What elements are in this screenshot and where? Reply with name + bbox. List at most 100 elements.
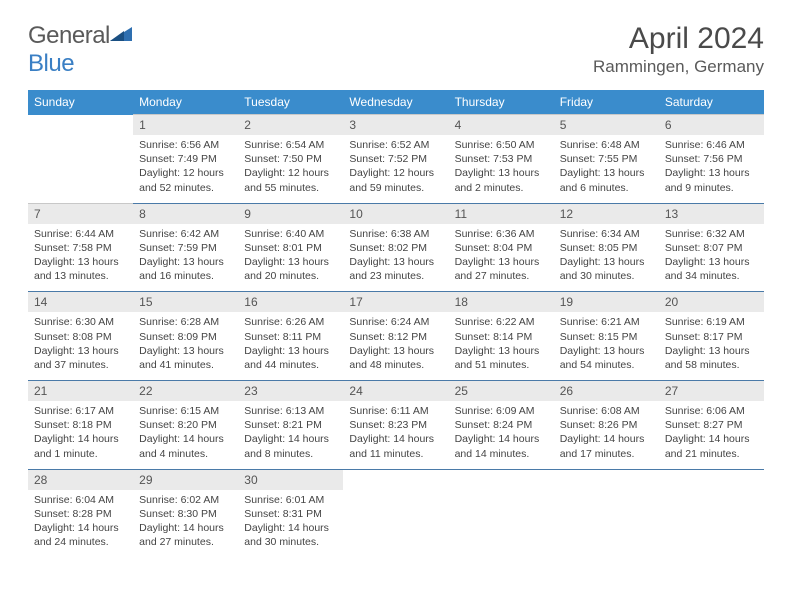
sunrise-line: Sunrise: 6:26 AM xyxy=(244,315,337,329)
calendar-body: 123456Sunrise: 6:56 AMSunset: 7:49 PMDay… xyxy=(28,115,764,558)
day-number-cell: 8 xyxy=(133,203,238,224)
sunset-line: Sunset: 7:50 PM xyxy=(244,152,337,166)
sunset-line: Sunset: 8:20 PM xyxy=(139,418,232,432)
brand-word-1: General xyxy=(28,22,110,49)
day-number-row: 14151617181920 xyxy=(28,292,764,313)
day-details-cell: Sunrise: 6:08 AMSunset: 8:26 PMDaylight:… xyxy=(554,401,659,469)
day-number-row: 21222324252627 xyxy=(28,381,764,402)
day-number-cell: 30 xyxy=(238,469,343,490)
sunrise-line: Sunrise: 6:24 AM xyxy=(349,315,442,329)
daylight-line: Daylight: 13 hours and 51 minutes. xyxy=(455,344,548,372)
sunrise-line: Sunrise: 6:21 AM xyxy=(560,315,653,329)
sunset-line: Sunset: 8:12 PM xyxy=(349,330,442,344)
daylight-line: Daylight: 14 hours and 17 minutes. xyxy=(560,432,653,460)
daylight-line: Daylight: 13 hours and 48 minutes. xyxy=(349,344,442,372)
day-details-cell: Sunrise: 6:44 AMSunset: 7:58 PMDaylight:… xyxy=(28,224,133,292)
day-details-row: Sunrise: 6:04 AMSunset: 8:28 PMDaylight:… xyxy=(28,490,764,558)
daylight-line: Daylight: 12 hours and 52 minutes. xyxy=(139,166,232,194)
daylight-line: Daylight: 12 hours and 59 minutes. xyxy=(349,166,442,194)
day-number-cell: 18 xyxy=(449,292,554,313)
daylight-line: Daylight: 14 hours and 14 minutes. xyxy=(455,432,548,460)
sunrise-line: Sunrise: 6:11 AM xyxy=(349,404,442,418)
day-number-cell: 20 xyxy=(659,292,764,313)
sunrise-line: Sunrise: 6:17 AM xyxy=(34,404,127,418)
sunrise-line: Sunrise: 6:46 AM xyxy=(665,138,758,152)
sunrise-line: Sunrise: 6:02 AM xyxy=(139,493,232,507)
day-details-cell: Sunrise: 6:15 AMSunset: 8:20 PMDaylight:… xyxy=(133,401,238,469)
sunrise-line: Sunrise: 6:54 AM xyxy=(244,138,337,152)
sunset-line: Sunset: 8:27 PM xyxy=(665,418,758,432)
daylight-line: Daylight: 13 hours and 9 minutes. xyxy=(665,166,758,194)
day-number-row: 123456 xyxy=(28,115,764,136)
sunrise-line: Sunrise: 6:04 AM xyxy=(34,493,127,507)
day-header: Thursday xyxy=(449,90,554,115)
daylight-line: Daylight: 13 hours and 20 minutes. xyxy=(244,255,337,283)
day-number-cell: 10 xyxy=(343,203,448,224)
day-number-row: 282930 xyxy=(28,469,764,490)
day-header: Monday xyxy=(133,90,238,115)
day-details-cell: Sunrise: 6:50 AMSunset: 7:53 PMDaylight:… xyxy=(449,135,554,203)
daylight-line: Daylight: 13 hours and 30 minutes. xyxy=(560,255,653,283)
sunset-line: Sunset: 8:14 PM xyxy=(455,330,548,344)
sunrise-line: Sunrise: 6:40 AM xyxy=(244,227,337,241)
day-number-cell xyxy=(554,469,659,490)
day-number-cell xyxy=(449,469,554,490)
sunset-line: Sunset: 8:01 PM xyxy=(244,241,337,255)
day-details-cell: Sunrise: 6:13 AMSunset: 8:21 PMDaylight:… xyxy=(238,401,343,469)
day-number-cell: 17 xyxy=(343,292,448,313)
sunrise-line: Sunrise: 6:56 AM xyxy=(139,138,232,152)
sunset-line: Sunset: 8:07 PM xyxy=(665,241,758,255)
sunrise-line: Sunrise: 6:01 AM xyxy=(244,493,337,507)
sunset-line: Sunset: 8:31 PM xyxy=(244,507,337,521)
sunset-line: Sunset: 8:11 PM xyxy=(244,330,337,344)
day-details-cell: Sunrise: 6:56 AMSunset: 7:49 PMDaylight:… xyxy=(133,135,238,203)
day-header-row: SundayMondayTuesdayWednesdayThursdayFrid… xyxy=(28,90,764,115)
day-details-row: Sunrise: 6:44 AMSunset: 7:58 PMDaylight:… xyxy=(28,224,764,292)
daylight-line: Daylight: 13 hours and 54 minutes. xyxy=(560,344,653,372)
day-details-cell: Sunrise: 6:11 AMSunset: 8:23 PMDaylight:… xyxy=(343,401,448,469)
day-details-cell: Sunrise: 6:34 AMSunset: 8:05 PMDaylight:… xyxy=(554,224,659,292)
sunrise-line: Sunrise: 6:15 AM xyxy=(139,404,232,418)
daylight-line: Daylight: 13 hours and 41 minutes. xyxy=(139,344,232,372)
day-number-cell xyxy=(28,115,133,136)
day-details-row: Sunrise: 6:56 AMSunset: 7:49 PMDaylight:… xyxy=(28,135,764,203)
day-number-cell: 4 xyxy=(449,115,554,136)
daylight-line: Daylight: 13 hours and 23 minutes. xyxy=(349,255,442,283)
page-header: General Blue April 2024 Rammingen, Germa… xyxy=(28,22,764,78)
day-number-cell: 25 xyxy=(449,381,554,402)
sunrise-line: Sunrise: 6:19 AM xyxy=(665,315,758,329)
day-details-cell xyxy=(554,490,659,558)
day-number-cell: 14 xyxy=(28,292,133,313)
day-number-cell: 19 xyxy=(554,292,659,313)
day-details-cell: Sunrise: 6:32 AMSunset: 8:07 PMDaylight:… xyxy=(659,224,764,292)
sunrise-line: Sunrise: 6:06 AM xyxy=(665,404,758,418)
day-number-cell: 1 xyxy=(133,115,238,136)
day-number-cell: 23 xyxy=(238,381,343,402)
day-details-cell xyxy=(449,490,554,558)
day-number-cell xyxy=(343,469,448,490)
day-number-cell: 5 xyxy=(554,115,659,136)
day-details-cell: Sunrise: 6:24 AMSunset: 8:12 PMDaylight:… xyxy=(343,312,448,380)
sunset-line: Sunset: 8:17 PM xyxy=(665,330,758,344)
sunset-line: Sunset: 7:56 PM xyxy=(665,152,758,166)
day-header: Saturday xyxy=(659,90,764,115)
sunset-line: Sunset: 8:05 PM xyxy=(560,241,653,255)
sunset-line: Sunset: 8:23 PM xyxy=(349,418,442,432)
day-details-cell: Sunrise: 6:42 AMSunset: 7:59 PMDaylight:… xyxy=(133,224,238,292)
day-details-cell: Sunrise: 6:48 AMSunset: 7:55 PMDaylight:… xyxy=(554,135,659,203)
sunrise-line: Sunrise: 6:28 AM xyxy=(139,315,232,329)
day-number-cell: 9 xyxy=(238,203,343,224)
day-details-cell: Sunrise: 6:36 AMSunset: 8:04 PMDaylight:… xyxy=(449,224,554,292)
day-number-cell xyxy=(659,469,764,490)
day-details-cell: Sunrise: 6:52 AMSunset: 7:52 PMDaylight:… xyxy=(343,135,448,203)
sunrise-line: Sunrise: 6:38 AM xyxy=(349,227,442,241)
day-number-cell: 7 xyxy=(28,203,133,224)
daylight-line: Daylight: 13 hours and 2 minutes. xyxy=(455,166,548,194)
daylight-line: Daylight: 14 hours and 24 minutes. xyxy=(34,521,127,549)
sunset-line: Sunset: 8:24 PM xyxy=(455,418,548,432)
daylight-line: Daylight: 12 hours and 55 minutes. xyxy=(244,166,337,194)
sunset-line: Sunset: 7:53 PM xyxy=(455,152,548,166)
day-details-cell: Sunrise: 6:21 AMSunset: 8:15 PMDaylight:… xyxy=(554,312,659,380)
daylight-line: Daylight: 14 hours and 21 minutes. xyxy=(665,432,758,460)
location-subtitle: Rammingen, Germany xyxy=(593,57,764,77)
